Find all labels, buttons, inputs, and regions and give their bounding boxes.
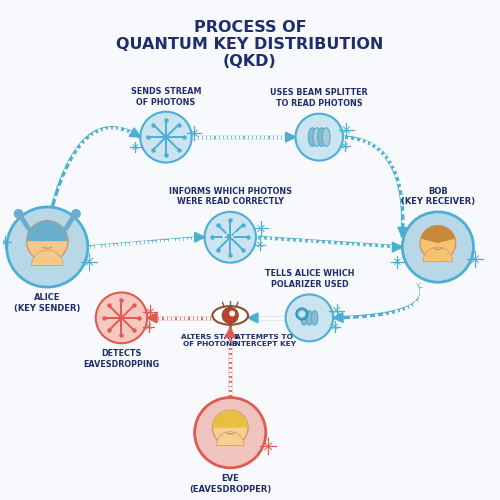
Text: PROCESS OF: PROCESS OF (194, 20, 306, 35)
Wedge shape (26, 220, 68, 241)
Text: EVE
(EAVESDROPPER): EVE (EAVESDROPPER) (189, 474, 272, 494)
Polygon shape (333, 312, 343, 322)
Circle shape (420, 226, 456, 260)
Wedge shape (420, 226, 455, 243)
Circle shape (204, 212, 256, 262)
Text: ✓✓: ✓✓ (220, 231, 238, 241)
Circle shape (194, 398, 266, 468)
Polygon shape (398, 228, 407, 237)
Text: SENDS STREAM
OF PHOTONS: SENDS STREAM OF PHOTONS (130, 88, 201, 107)
Text: BOB
(KEY RECEIVER): BOB (KEY RECEIVER) (401, 187, 475, 206)
Ellipse shape (322, 128, 330, 146)
Text: TELLS ALICE WHICH
POLARIZER USED: TELLS ALICE WHICH POLARIZER USED (264, 269, 354, 288)
Circle shape (229, 310, 235, 316)
Polygon shape (286, 132, 296, 142)
Text: ATTEMPTS TO
INTERCEPT KEY: ATTEMPTS TO INTERCEPT KEY (232, 334, 296, 346)
Circle shape (26, 220, 68, 262)
Polygon shape (129, 128, 140, 137)
Ellipse shape (308, 128, 316, 146)
Circle shape (296, 114, 343, 160)
Circle shape (298, 310, 306, 318)
Circle shape (212, 410, 248, 446)
Text: USES BEAM SPLITTER
TO READ PHOTONS: USES BEAM SPLITTER TO READ PHOTONS (270, 88, 368, 108)
Ellipse shape (313, 128, 320, 146)
Circle shape (140, 112, 192, 162)
Circle shape (296, 308, 308, 320)
Wedge shape (212, 410, 248, 428)
Ellipse shape (318, 128, 326, 146)
Circle shape (286, 294, 333, 342)
Wedge shape (216, 432, 244, 446)
Text: ALICE
(KEY SENDER): ALICE (KEY SENDER) (14, 294, 80, 313)
Circle shape (222, 308, 238, 323)
Circle shape (96, 292, 147, 344)
Ellipse shape (301, 310, 307, 325)
Polygon shape (147, 313, 157, 323)
Wedge shape (423, 247, 452, 262)
Wedge shape (32, 250, 63, 266)
Ellipse shape (312, 310, 318, 325)
Circle shape (71, 209, 81, 218)
Polygon shape (194, 232, 204, 242)
Ellipse shape (306, 310, 312, 325)
Ellipse shape (212, 306, 248, 324)
Circle shape (6, 207, 88, 287)
Text: INFORMS WHICH PHOTONS
WERE READ CORRECTLY: INFORMS WHICH PHOTONS WERE READ CORRECTL… (168, 186, 292, 206)
Text: ALTERS STATE
OF PHOTONS: ALTERS STATE OF PHOTONS (182, 334, 240, 346)
Polygon shape (392, 242, 402, 252)
Polygon shape (226, 328, 235, 338)
Circle shape (14, 209, 24, 218)
Circle shape (402, 212, 473, 282)
Text: QUANTUM KEY DISTRIBUTION: QUANTUM KEY DISTRIBUTION (116, 37, 384, 52)
Polygon shape (248, 313, 258, 323)
Text: (QKD): (QKD) (223, 54, 277, 69)
Text: DETECTS
EAVESDROPPING: DETECTS EAVESDROPPING (84, 349, 160, 368)
